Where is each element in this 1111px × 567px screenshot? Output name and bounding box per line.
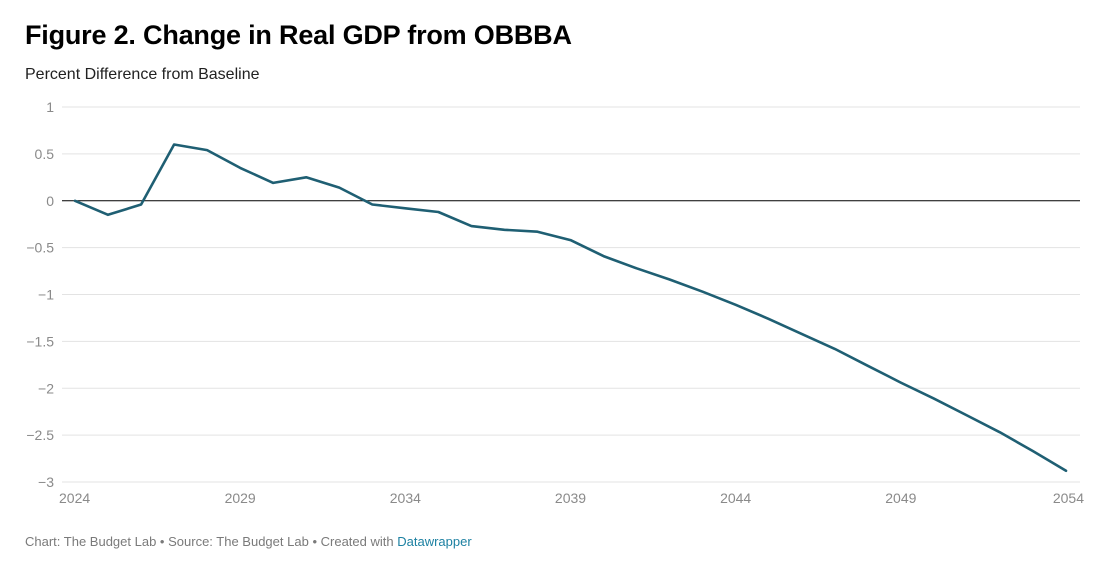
series-line [73,143,1068,473]
grid-lines [62,106,1080,483]
y-tick-label: 1 [46,99,54,115]
x-tick-label: 2049 [885,490,916,506]
x-tick-label: 2054 [1053,490,1084,506]
y-tick-label: −1.5 [26,333,54,349]
source-text: Source: The Budget Lab [168,534,309,549]
footer-separator: • [159,534,165,549]
y-tick-label: −2 [38,380,54,396]
datawrapper-link[interactable]: Datawrapper [397,534,472,549]
created-with-text: Created with [320,534,394,549]
x-tick-label: 2044 [720,490,751,506]
y-tick-label: 0 [46,193,54,209]
chart-credit: Chart: The Budget Lab [25,534,157,549]
chart-footer: Chart: The Budget Lab • Source: The Budg… [25,534,472,549]
x-tick-label: 2034 [390,490,421,506]
x-axis-ticks: 2024 2029 2034 2039 2044 2049 2054 [59,490,1084,506]
x-tick-label: 2029 [225,490,256,506]
y-tick-label: −2.5 [26,427,54,443]
series-layer [73,143,1068,473]
x-tick-label: 2039 [555,490,586,506]
chart-subtitle: Percent Difference from Baseline [25,66,260,83]
y-tick-label: 0.5 [35,146,55,162]
chart-title: Figure 2. Change in Real GDP from OBBBA [25,20,572,50]
y-tick-label: −0.5 [26,240,54,256]
y-tick-label: −3 [38,474,54,490]
footer-separator: • [312,534,317,549]
y-axis-ticks: 1 0.5 0 −0.5 −1 −1.5 −2 −2.5 −3 [26,99,54,490]
y-tick-label: −1 [38,287,54,303]
x-tick-label: 2024 [59,490,90,506]
